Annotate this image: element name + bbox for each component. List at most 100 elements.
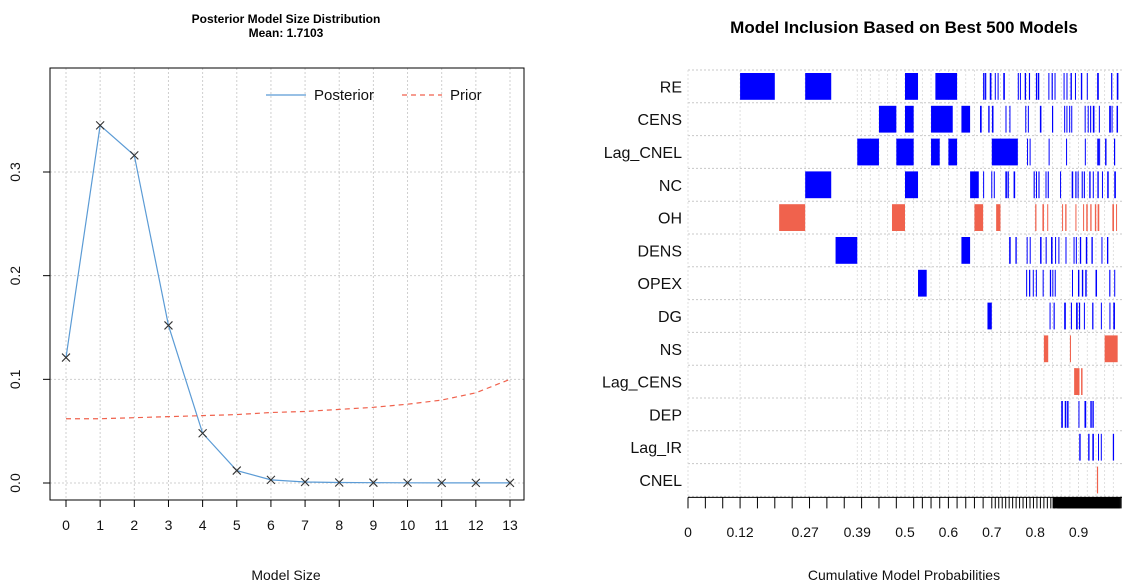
inclusion-strip-re xyxy=(985,73,987,100)
chart2-title: Model Inclusion Based on Best 500 Models xyxy=(730,18,1078,37)
inclusion-strip-lag_cnel xyxy=(1029,138,1031,166)
chart1-y-tick-label: 0.3 xyxy=(7,162,23,182)
variable-label-cnel: CNEL xyxy=(639,473,682,490)
inclusion-strip-opex xyxy=(1077,269,1080,297)
variable-label-dens: DENS xyxy=(638,243,682,260)
variable-label-dep: DEP xyxy=(649,407,682,424)
inclusion-strip-oh xyxy=(1075,204,1077,231)
inclusion-strip-lag_cnel xyxy=(1048,138,1050,166)
chart2-x-tick-label: 0.9 xyxy=(1069,524,1089,540)
series-point-posterior xyxy=(164,321,173,330)
inclusion-cell-dg xyxy=(987,302,992,330)
inclusion-strip-nc xyxy=(1045,171,1047,199)
chart1-y-tick-label: 0.0 xyxy=(7,473,23,493)
inclusion-strip-lag_cnel xyxy=(1066,138,1068,166)
inclusion-cell-lag_cnel xyxy=(857,138,879,166)
series-point-posterior xyxy=(129,151,139,160)
inclusion-strip-dg xyxy=(1049,302,1051,330)
inclusion-strip-cens xyxy=(1039,105,1042,133)
inclusion-strip-oh xyxy=(1065,204,1067,231)
inclusion-strip-nc xyxy=(1081,171,1083,199)
inclusion-strip-dg xyxy=(1070,302,1072,330)
inclusion-strip-lag_cnel xyxy=(1084,138,1086,166)
inclusion-strip-opex xyxy=(1095,269,1098,297)
inclusion-strip-opex xyxy=(1114,269,1116,297)
inclusion-strip-nc xyxy=(1114,171,1116,199)
chart1-x-tick-label: 1 xyxy=(96,517,104,533)
inclusion-strip-nc xyxy=(1060,171,1062,199)
series-point-posterior xyxy=(266,475,276,485)
inclusion-strip-opex xyxy=(1054,269,1056,297)
inclusion-strip-nc xyxy=(1005,171,1007,199)
inclusion-strip-oh xyxy=(1116,204,1118,231)
chart1-gridlines xyxy=(50,68,524,500)
chart2-x-tick-label: 0.5 xyxy=(895,524,915,540)
inclusion-strip-nc xyxy=(1077,171,1079,199)
inclusion-strip-dens xyxy=(1029,237,1031,264)
chart1-x-axis: 0 1 2 3 4 5 6 7 8 9 10 11 12 13 xyxy=(62,499,518,533)
variable-label-lag_cens: Lag_CENS xyxy=(602,375,682,392)
inclusion-strip-re xyxy=(989,73,992,100)
chart1-title: Posterior Model Size Distribution xyxy=(192,12,381,26)
inclusion-strip-dg xyxy=(1064,302,1066,330)
inclusion-strip-cens xyxy=(1069,105,1071,133)
series-point-posterior xyxy=(471,478,481,488)
inclusion-strip-opex xyxy=(1042,269,1044,297)
inclusion-strip-cens xyxy=(1071,105,1073,133)
inclusion-strip-opex xyxy=(1071,269,1073,297)
inclusion-strip-oh xyxy=(1062,204,1064,231)
inclusion-strip-dens xyxy=(1055,237,1057,264)
inclusion-strip-re xyxy=(1003,73,1005,100)
inclusion-strip-dep xyxy=(1067,401,1069,428)
inclusion-strip-oh xyxy=(1047,204,1049,231)
series-point-posterior xyxy=(437,478,447,488)
inclusion-strip-cens xyxy=(1064,105,1066,133)
inclusion-strip-re xyxy=(1035,73,1038,100)
inclusion-cell-nc xyxy=(970,171,979,199)
series-line-posterior xyxy=(65,124,510,484)
inclusion-strip-nc xyxy=(1097,171,1099,199)
inclusion-strip-nc xyxy=(1038,171,1040,199)
inclusion-strip-dg xyxy=(1092,302,1094,330)
chart1-x-axis-label: Model Size xyxy=(251,567,320,583)
variable-label-oh: OH xyxy=(658,211,682,228)
variable-label-opex: OPEX xyxy=(638,276,683,293)
inclusion-strip-nc xyxy=(1033,171,1035,199)
inclusion-strip-dg xyxy=(1100,302,1102,330)
inclusion-strip-nc xyxy=(1035,171,1038,199)
inclusion-strip-re xyxy=(1024,73,1027,100)
chart2-model-boundary-rug xyxy=(687,496,1122,509)
inclusion-strip-nc xyxy=(1092,171,1094,199)
inclusion-strip-dens xyxy=(1040,237,1042,264)
inclusion-strip-lag_ir xyxy=(1100,433,1102,461)
inclusion-strip-lag_ir xyxy=(1079,433,1081,461)
chart2-x-tick-label: 0.7 xyxy=(982,524,1002,540)
inclusion-strip-dep xyxy=(1092,401,1094,428)
inclusion-strip-lag_ir xyxy=(1098,433,1100,461)
inclusion-cell-lag_cnel xyxy=(931,138,940,166)
series-point-posterior xyxy=(300,477,310,487)
inclusion-strip-cens xyxy=(1066,105,1068,133)
inclusion-strip-opex xyxy=(1085,269,1087,297)
variable-label-ns: NS xyxy=(660,342,682,359)
variable-label-re: RE xyxy=(660,79,682,96)
inclusion-strip-re xyxy=(997,73,999,100)
inclusion-strip-opex xyxy=(1081,269,1084,297)
inclusion-strip-cens xyxy=(1092,105,1095,133)
inclusion-strip-re xyxy=(1038,73,1040,100)
inclusion-strip-opex xyxy=(1035,269,1037,297)
chart2-x-axis: 0 0.12 0.27 0.39 0.5 0.6 0.7 0.8 0.9 xyxy=(684,524,1088,540)
inclusion-cell-ns xyxy=(1104,335,1118,363)
inclusion-strip-lag_cens xyxy=(1074,368,1076,395)
inclusion-strip-re xyxy=(994,73,996,100)
inclusion-strip-dg xyxy=(1083,302,1085,330)
inclusion-strip-nc xyxy=(991,171,993,199)
chart2-gridlines xyxy=(687,69,1122,497)
inclusion-strip-cens xyxy=(1084,105,1086,133)
inclusion-cell-lag_cens xyxy=(1074,368,1079,395)
inclusion-strip-cens xyxy=(1087,105,1089,133)
inclusion-strip-re xyxy=(1028,73,1031,100)
inclusion-strip-dens xyxy=(1079,237,1082,264)
inclusion-strip-re xyxy=(983,73,985,100)
inclusion-strip-opex xyxy=(1026,269,1028,297)
